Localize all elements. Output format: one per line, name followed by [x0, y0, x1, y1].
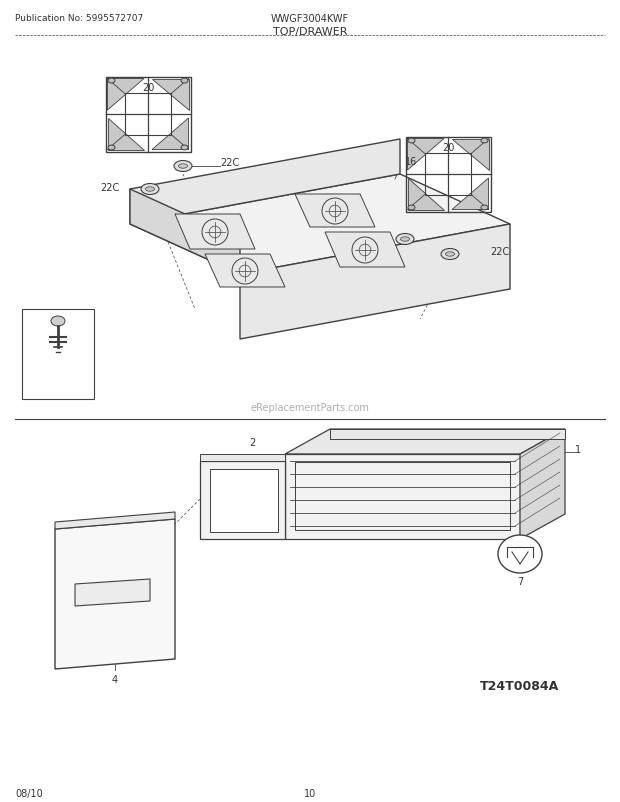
Polygon shape: [407, 140, 444, 171]
Text: 16: 16: [405, 157, 417, 167]
Text: 88: 88: [30, 317, 42, 326]
Text: eReplacementParts.com: eReplacementParts.com: [250, 403, 370, 412]
Text: TOP/DRAWER: TOP/DRAWER: [273, 27, 347, 37]
Text: 4: 4: [112, 674, 118, 684]
Text: 1: 1: [575, 444, 581, 455]
Polygon shape: [285, 429, 565, 455]
Ellipse shape: [446, 253, 454, 257]
Text: 22C: 22C: [490, 247, 509, 257]
Polygon shape: [75, 579, 150, 606]
Ellipse shape: [498, 535, 542, 573]
Polygon shape: [107, 119, 144, 150]
Polygon shape: [240, 225, 510, 339]
Polygon shape: [210, 469, 278, 533]
Polygon shape: [55, 512, 175, 529]
Text: 20: 20: [142, 83, 154, 93]
Bar: [425, 154, 471, 196]
Ellipse shape: [441, 249, 459, 260]
Polygon shape: [152, 79, 188, 111]
Ellipse shape: [181, 146, 188, 151]
Text: 2: 2: [249, 437, 255, 448]
Ellipse shape: [174, 161, 192, 172]
Text: T24T0084A: T24T0084A: [480, 679, 560, 692]
Polygon shape: [107, 79, 144, 111]
Text: 22C: 22C: [351, 232, 370, 241]
Polygon shape: [325, 233, 405, 268]
Bar: [125, 95, 171, 136]
Ellipse shape: [146, 188, 154, 192]
Text: 08/10: 08/10: [15, 788, 43, 798]
Polygon shape: [452, 140, 489, 171]
Ellipse shape: [108, 79, 115, 84]
Ellipse shape: [401, 237, 409, 242]
Ellipse shape: [141, 184, 159, 195]
Polygon shape: [55, 520, 175, 669]
Polygon shape: [130, 140, 400, 225]
Ellipse shape: [181, 79, 188, 84]
Ellipse shape: [481, 139, 488, 144]
Polygon shape: [152, 119, 188, 150]
Bar: [22, 310, 94, 399]
Ellipse shape: [408, 206, 415, 211]
Polygon shape: [130, 175, 510, 274]
Bar: [105, 78, 190, 152]
Polygon shape: [295, 195, 375, 228]
Polygon shape: [200, 455, 285, 461]
Text: 7: 7: [517, 577, 523, 586]
Ellipse shape: [51, 317, 65, 326]
Polygon shape: [130, 190, 240, 274]
Bar: [405, 137, 490, 213]
Polygon shape: [452, 179, 489, 210]
Ellipse shape: [396, 234, 414, 245]
Text: 22C: 22C: [100, 183, 119, 192]
Ellipse shape: [108, 146, 115, 151]
Ellipse shape: [179, 164, 187, 169]
Bar: [295, 463, 510, 530]
Polygon shape: [285, 455, 520, 539]
Text: Publication No: 5995572707: Publication No: 5995572707: [15, 14, 143, 23]
Polygon shape: [205, 255, 285, 288]
Polygon shape: [175, 215, 255, 249]
Text: WWGF3004KWF: WWGF3004KWF: [271, 14, 349, 24]
Text: 10: 10: [304, 788, 316, 798]
Polygon shape: [407, 179, 444, 210]
Text: 20: 20: [442, 143, 454, 153]
Text: 22C: 22C: [220, 158, 239, 168]
Ellipse shape: [408, 139, 415, 144]
Ellipse shape: [481, 206, 488, 211]
Polygon shape: [330, 429, 565, 439]
Polygon shape: [200, 461, 285, 539]
Polygon shape: [520, 429, 565, 539]
